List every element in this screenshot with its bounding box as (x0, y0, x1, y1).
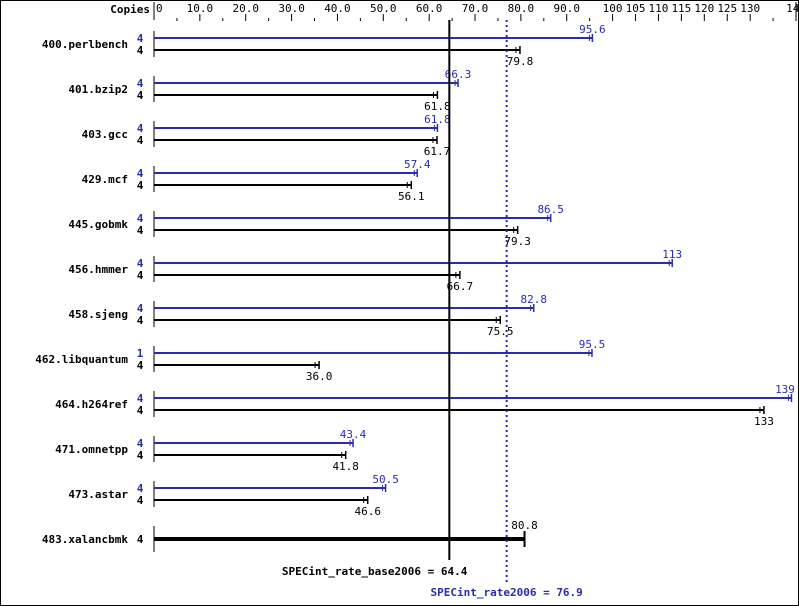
peak-copies: 4 (137, 482, 144, 495)
base-copies: 4 (137, 314, 144, 327)
benchmark-label: 471.omnetpp (55, 443, 128, 456)
peak-value-label: 66.3 (445, 68, 472, 81)
peak-value-label: 139 (775, 383, 795, 396)
row-462.libquantum: 462.libquantum 14 95.5 36.0 (35, 338, 605, 383)
peak-copies: 4 (137, 77, 144, 90)
peak-copies: 1 (137, 347, 144, 360)
base-copies: 4 (137, 404, 144, 417)
x-tick-label: 130 (740, 2, 760, 15)
peak-copies: 4 (137, 437, 144, 450)
x-tick-label: 70.0 (462, 2, 489, 15)
peak-value-label: 43.4 (340, 428, 367, 441)
row-483.xalancbmk: 483.xalancbmk 4 80.8 (42, 519, 538, 552)
base-copies: 4 (137, 533, 144, 546)
base-copies: 4 (137, 494, 144, 507)
x-tick-label: 80.0 (508, 2, 535, 15)
base-value-label: 41.8 (332, 460, 359, 473)
x-tick-label: 115 (671, 2, 691, 15)
benchmark-label: 400.perlbench (42, 38, 128, 51)
peak-reference-label: SPECint_rate2006 = 76.9 (430, 586, 582, 599)
peak-value-label: 86.5 (537, 203, 564, 216)
row-445.gobmk: 445.gobmk 44 86.5 79.3 (68, 203, 564, 248)
base-copies: 4 (137, 179, 144, 192)
base-value-label: 80.8 (511, 519, 538, 532)
row-464.h264ref: 464.h264ref 44 139 133 (55, 383, 795, 428)
base-copies: 4 (137, 44, 144, 57)
copies-header: Copies (110, 3, 150, 16)
peak-copies: 4 (137, 32, 144, 45)
x-tick-label: 140 (786, 2, 799, 15)
x-tick-label: 40.0 (324, 2, 351, 15)
base-copies: 4 (137, 359, 144, 372)
base-value-label: 46.6 (354, 505, 381, 518)
row-429.mcf: 429.mcf 44 57.4 56.1 (82, 158, 431, 203)
base-copies: 4 (137, 224, 144, 237)
benchmark-label: 429.mcf (82, 173, 128, 186)
peak-value-label: 82.8 (520, 293, 547, 306)
x-tick-label: 125 (717, 2, 737, 15)
x-tick-label: 105 (626, 2, 646, 15)
benchmark-label: 456.hmmer (68, 263, 128, 276)
benchmark-label: 458.sjeng (68, 308, 128, 321)
base-value-label: 61.7 (424, 145, 451, 158)
reference-lines: SPECint_rate_base2006 = 64.4 SPECint_rate… (282, 20, 583, 599)
row-473.astar: 473.astar 44 50.5 46.6 (68, 473, 398, 518)
base-value-label: 79.3 (504, 235, 531, 248)
peak-value-label: 113 (662, 248, 682, 261)
benchmark-label: 403.gcc (82, 128, 128, 141)
row-471.omnetpp: 471.omnetpp 44 43.4 41.8 (55, 428, 367, 473)
x-tick-label: 60.0 (416, 2, 443, 15)
x-tick-label: 30.0 (278, 2, 305, 15)
peak-copies: 4 (137, 302, 144, 315)
base-copies: 4 (137, 269, 144, 282)
peak-copies: 4 (137, 122, 144, 135)
benchmark-label: 483.xalancbmk (42, 533, 128, 546)
base-value-label: 133 (754, 415, 774, 428)
x-tick-label: 120 (694, 2, 714, 15)
x-tick-label: 50.0 (370, 2, 397, 15)
x-tick-label: 100 (603, 2, 623, 15)
row-400.perlbench: 400.perlbench 44 95.6 79.8 (42, 23, 606, 68)
base-copies: 4 (137, 89, 144, 102)
benchmark-label: 464.h264ref (55, 398, 128, 411)
benchmark-label: 401.bzip2 (68, 83, 128, 96)
benchmark-label: 473.astar (68, 488, 128, 501)
x-tick-label: 20.0 (232, 2, 259, 15)
x-tick-label: 10.0 (187, 2, 214, 15)
row-458.sjeng: 458.sjeng 44 82.8 75.5 (68, 293, 547, 338)
row-401.bzip2: 401.bzip2 44 66.3 61.8 (68, 68, 471, 113)
x-axis: 0 10.0 20.0 30.0 40.0 50.0 60.0 70.0 80.0 90.0 100… (153, 2, 799, 21)
peak-copies: 4 (137, 392, 144, 405)
x-tick-label: 110 (649, 2, 669, 15)
peak-value-label: 57.4 (404, 158, 431, 171)
row-456.hmmer: 456.hmmer 44 113 66.7 (68, 248, 682, 293)
peak-copies: 4 (137, 167, 144, 180)
benchmark-label: 462.libquantum (35, 353, 128, 366)
peak-value-label: 95.6 (579, 23, 606, 36)
x-tick-label: 90.0 (553, 2, 580, 15)
base-copies: 4 (137, 134, 144, 147)
benchmark-label: 445.gobmk (68, 218, 128, 231)
peak-value-label: 95.5 (579, 338, 606, 351)
base-value-label: 79.8 (507, 55, 534, 68)
row-403.gcc: 403.gcc 44 61.8 61.7 (82, 113, 451, 158)
peak-copies: 4 (137, 212, 144, 225)
base-value-label: 36.0 (306, 370, 333, 383)
peak-value-label: 50.5 (372, 473, 399, 486)
base-value-label: 56.1 (398, 190, 425, 203)
peak-value-label: 61.8 (424, 113, 451, 126)
x-tick-label: 0 (156, 2, 163, 15)
base-value-label: 61.8 (424, 100, 451, 113)
peak-copies: 4 (137, 257, 144, 270)
base-reference-label: SPECint_rate_base2006 = 64.4 (282, 565, 468, 578)
base-value-label: 75.5 (487, 325, 514, 338)
base-value-label: 66.7 (447, 280, 474, 293)
base-copies: 4 (137, 449, 144, 462)
